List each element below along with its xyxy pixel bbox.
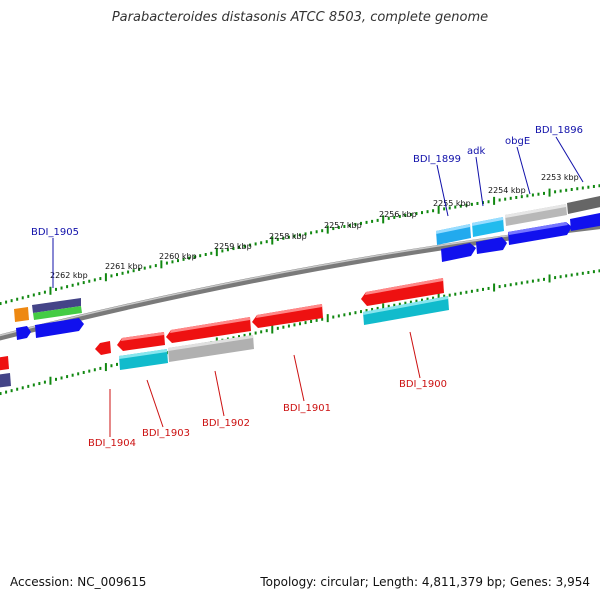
reverse-genes (0, 278, 449, 388)
gene-bdi-1899-blue[interactable] (441, 243, 476, 262)
label-bdi-1900: BDI_1900 (399, 379, 447, 390)
gene-bdi-1896[interactable] (567, 195, 600, 214)
kbp-label-2260: 2260 kbp (159, 252, 197, 261)
kbp-label-2257: 2257 kbp (324, 221, 362, 230)
gene-bdi-1905-blue[interactable] (35, 318, 84, 338)
map-title: Parabacteroides distasonis ATCC 8503, co… (111, 10, 489, 25)
gene-bdi-1902-gray[interactable] (168, 335, 254, 362)
forward-genes (14, 195, 600, 340)
gene-orange[interactable] (14, 307, 29, 322)
reverse-leaders (109, 331, 421, 437)
label-adk: adk (467, 146, 485, 157)
gene-adk-blue[interactable] (476, 237, 507, 254)
gene-blue-small[interactable] (16, 326, 31, 340)
label-bdi-1901: BDI_1901 (283, 403, 331, 414)
gene-bdi-1904[interactable] (95, 341, 111, 355)
gene-bdi-1903[interactable] (117, 332, 165, 351)
gene-bdi-1905[interactable] (32, 298, 81, 313)
gene-bdi-1905-green[interactable] (33, 306, 82, 320)
kbp-label-2261: 2261 kbp (105, 262, 143, 271)
label-bdi-1903: BDI_1903 (142, 428, 190, 439)
reverse-tick-track (0, 269, 600, 396)
gene-bdi-1900-cyan[interactable] (363, 296, 449, 325)
kbp-label-2256: 2256 kbp (379, 210, 417, 219)
accession-text: Accession: NC_009615 (10, 575, 147, 589)
reverse-gene-labels: BDI_1900 BDI_1901 BDI_1902 BDI_1903 BDI_… (88, 379, 447, 449)
kbp-label-2258: 2258 kbp (269, 232, 307, 241)
label-bdi-1904: BDI_1904 (88, 438, 136, 449)
gene-red-edge[interactable] (0, 356, 9, 371)
label-bdi-1896: BDI_1896 (535, 125, 583, 136)
gene-bdi-1901[interactable] (252, 304, 323, 328)
kbp-label-2259: 2259 kbp (214, 242, 252, 251)
kbp-scale: 2253 kbp 2254 kbp 2255 kbp 2256 kbp 2257… (50, 173, 579, 280)
gene-obge-blue[interactable] (508, 222, 572, 245)
kbp-label-2253: 2253 kbp (541, 173, 579, 182)
kbp-label-2262: 2262 kbp (50, 271, 88, 280)
forward-leaders (52, 136, 584, 288)
kbp-label-2254: 2254 kbp (488, 186, 526, 195)
gene-indigo-edge[interactable] (0, 373, 11, 388)
forward-gene-labels: BDI_1896 obgE adk BDI_1899 BDI_1905 (31, 125, 583, 238)
gene-bdi-1896-blue[interactable] (570, 212, 600, 231)
kbp-label-2255: 2255 kbp (433, 199, 471, 208)
genome-summary-text: Topology: circular; Length: 4,811,379 bp… (260, 575, 590, 589)
label-bdi-1902: BDI_1902 (202, 418, 250, 429)
gene-bdi-1900[interactable] (361, 278, 444, 306)
label-obge: obgE (505, 136, 530, 147)
label-bdi-1899: BDI_1899 (413, 154, 461, 165)
label-bdi-1905: BDI_1905 (31, 227, 79, 238)
gene-bdi-1902[interactable] (166, 317, 251, 343)
forward-tick-track (0, 184, 600, 306)
